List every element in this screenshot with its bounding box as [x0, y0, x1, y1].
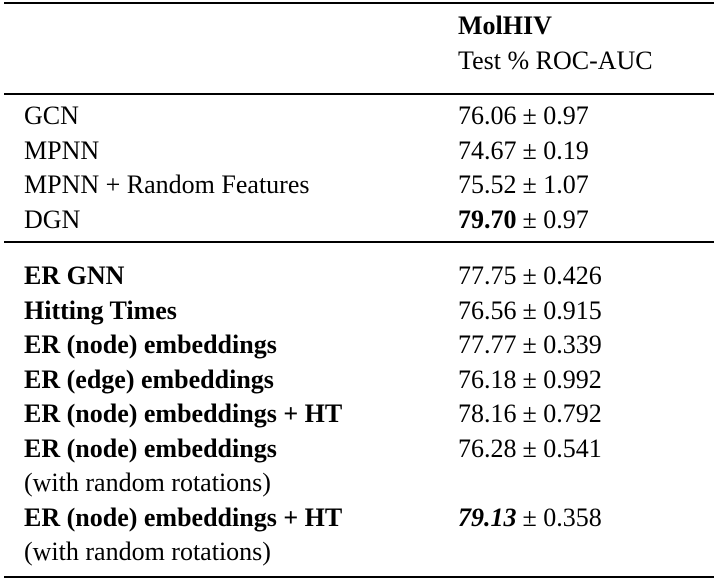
error: ± 0.97 — [522, 204, 589, 234]
method-note: (with random rotations) — [24, 537, 271, 566]
method-name: MPNN — [24, 135, 100, 165]
method-name: MPNN + Random Features — [24, 170, 310, 199]
bottom-rule — [4, 576, 714, 578]
error: ± 0.19 — [522, 135, 589, 165]
error: ± 0.426 — [522, 261, 602, 290]
method-name: ER (node) embeddings — [24, 433, 277, 463]
error: ± 0.792 — [522, 399, 602, 428]
header-rule — [4, 93, 714, 95]
error: ± 1.07 — [522, 170, 589, 199]
mean: 78.16 — [458, 399, 517, 428]
mean: 75.52 — [458, 170, 517, 199]
method-name: ER (edge) embeddings — [24, 364, 274, 394]
mean: 77.77 — [458, 330, 517, 359]
error: ± 0.97 — [522, 101, 589, 130]
method-name: GCN — [24, 101, 79, 130]
method-name: ER (node) embeddings — [24, 330, 277, 359]
top-rule — [4, 2, 714, 4]
method-name: ER GNN — [24, 261, 125, 290]
mean: 79.70 — [458, 204, 517, 234]
method-name: ER (node) embeddings + HT — [24, 502, 343, 532]
mean: 74.67 — [458, 135, 517, 165]
error: ± 0.358 — [522, 502, 602, 532]
error: ± 0.541 — [522, 433, 602, 463]
group-rule — [4, 241, 714, 243]
method-name: ER (node) embeddings + HT — [24, 399, 343, 428]
method-name: DGN — [24, 204, 81, 234]
method-note: (with random rotations) — [24, 468, 271, 497]
metric-header: Test % ROC-AUC — [458, 46, 653, 75]
mean: 77.75 — [458, 261, 517, 290]
dataset-header: MolHIV — [458, 11, 552, 40]
mean: 76.06 — [458, 101, 517, 130]
error: ± 0.992 — [522, 364, 602, 394]
mean: 79.13 — [458, 502, 517, 532]
error: ± 0.915 — [522, 295, 602, 325]
method-name: Hitting Times — [24, 295, 177, 325]
mean: 76.18 — [458, 364, 517, 394]
mean: 76.28 — [458, 433, 517, 463]
error: ± 0.339 — [522, 330, 602, 359]
mean: 76.56 — [458, 295, 517, 325]
